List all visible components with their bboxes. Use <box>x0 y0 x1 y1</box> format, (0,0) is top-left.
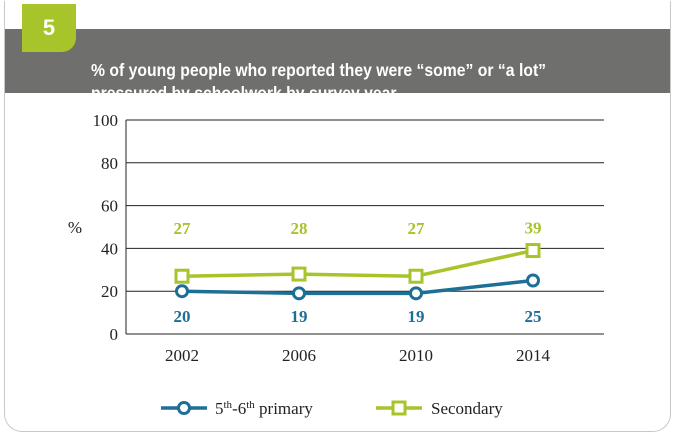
x-tick-label: 2002 <box>165 346 199 365</box>
figure-title: % of young people who reported they were… <box>91 59 595 105</box>
data-point <box>291 266 307 282</box>
data-point <box>292 286 306 301</box>
legend-square-marker <box>391 400 407 416</box>
y-tick-label: 40 <box>101 239 118 258</box>
data-label: 19 <box>291 307 308 326</box>
x-tick-label: 2010 <box>399 346 433 365</box>
data-point <box>526 273 540 288</box>
y-tick-label: 60 <box>101 197 118 216</box>
legend-item-secondary: Secondary <box>376 399 503 418</box>
y-axis-ticks: 0 20 40 60 80 100 <box>93 111 119 344</box>
chart-grid <box>125 119 604 335</box>
y-axis-label: % <box>68 218 82 237</box>
figure-title-line-1: % of young people who reported they were… <box>91 60 547 80</box>
data-point <box>408 268 424 284</box>
chart-series <box>174 243 541 301</box>
data-label: 20 <box>174 307 191 326</box>
figure-card: % of young people who reported they were… <box>4 1 671 432</box>
series-line <box>181 278 534 296</box>
data-label: 27 <box>174 219 192 238</box>
legend-label-part: th <box>246 399 255 411</box>
legend-label-part: -6 <box>232 399 246 418</box>
data-point <box>174 268 190 284</box>
legend-label-part: th <box>224 399 233 411</box>
figure-header: % of young people who reported they were… <box>5 29 670 103</box>
data-label: 25 <box>525 307 542 326</box>
figure-number-badge: 5 <box>22 4 76 52</box>
x-axis-ticks: 2002 2006 2010 2014 <box>165 346 551 365</box>
data-point <box>175 284 189 299</box>
legend-label-part: 5 <box>215 399 224 418</box>
data-labels: 20 19 19 25 27 28 27 39 <box>174 219 542 326</box>
legend-item-primary: 5th-6th primary <box>161 399 313 418</box>
series-line <box>181 248 534 278</box>
legend-label-part: primary <box>255 399 314 418</box>
series-primary <box>175 273 540 301</box>
y-tick-label: 20 <box>101 282 118 301</box>
x-tick-label: 2006 <box>282 346 316 365</box>
x-tick-label: 2014 <box>516 346 551 365</box>
data-label: 27 <box>408 219 426 238</box>
legend-label-secondary: Secondary <box>431 399 503 418</box>
chart-legend: 5th-6th primary Secondary <box>161 399 503 418</box>
legend-circle-marker <box>177 401 191 415</box>
line-chart: 0 20 40 60 80 100 2002 2006 2010 2014 % 20 19 19 25… <box>68 111 604 418</box>
data-label: 39 <box>525 219 542 238</box>
y-tick-label: 80 <box>101 154 118 173</box>
figure-title-line-2: pressured by schoolwork by survey year <box>91 83 397 103</box>
data-label: 28 <box>291 219 308 238</box>
data-point <box>409 286 423 301</box>
data-point <box>525 243 541 259</box>
series-secondary <box>174 243 541 284</box>
data-label: 19 <box>408 307 425 326</box>
legend-label-primary: 5th-6th primary <box>215 399 313 418</box>
y-tick-label: 100 <box>93 111 119 130</box>
y-tick-label: 0 <box>110 325 119 344</box>
